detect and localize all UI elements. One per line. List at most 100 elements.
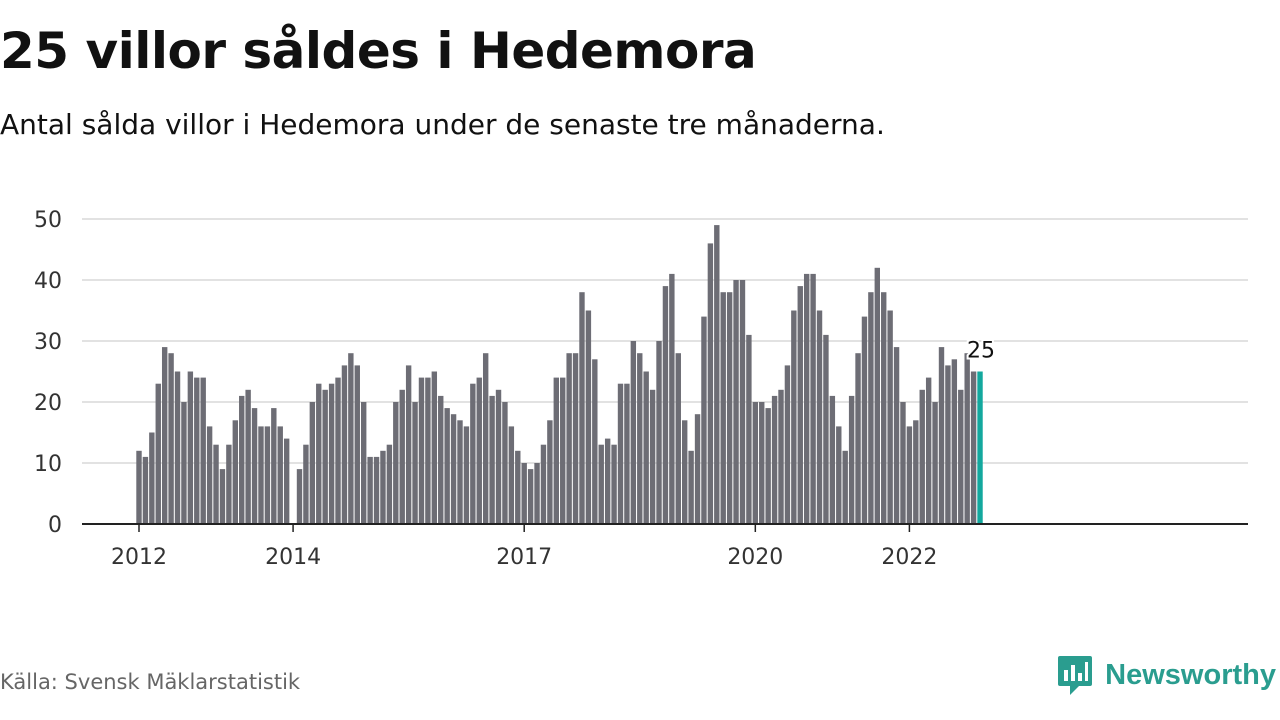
x-tick-label: 2014 xyxy=(265,545,321,570)
bar xyxy=(752,402,759,524)
bar xyxy=(604,438,611,524)
bar xyxy=(181,402,187,524)
bar xyxy=(213,444,219,524)
bar xyxy=(386,444,393,524)
bar xyxy=(617,383,624,524)
bar xyxy=(579,292,585,524)
bar xyxy=(431,371,438,524)
bar xyxy=(592,359,598,524)
bar xyxy=(547,420,553,524)
bar xyxy=(958,389,964,524)
bar xyxy=(380,450,386,524)
bar xyxy=(226,444,232,524)
source-note: Källa: Svensk Mäklarstatistik xyxy=(0,670,301,694)
bar xyxy=(945,365,951,524)
bar xyxy=(489,395,495,524)
bar xyxy=(874,267,880,524)
bar xyxy=(964,353,970,524)
bar xyxy=(733,280,739,524)
bar xyxy=(470,383,476,524)
bar xyxy=(881,292,887,524)
bar xyxy=(707,243,714,524)
bar xyxy=(887,310,893,524)
bar xyxy=(271,408,277,524)
bar xyxy=(495,389,502,524)
bar xyxy=(714,225,720,524)
bar xyxy=(258,426,264,524)
x-tick-label: 2022 xyxy=(881,545,937,570)
bar xyxy=(508,426,515,524)
bar xyxy=(829,395,836,524)
bar xyxy=(527,469,534,524)
bar xyxy=(309,402,316,524)
bar xyxy=(540,444,547,524)
bar xyxy=(149,432,155,524)
bar-latest xyxy=(977,371,983,524)
x-tick-label: 2012 xyxy=(111,545,167,570)
bar xyxy=(136,450,142,524)
bar xyxy=(823,334,829,524)
bar xyxy=(418,377,425,524)
bar xyxy=(482,353,489,524)
bars xyxy=(136,225,983,524)
bar xyxy=(797,286,803,524)
bar xyxy=(861,316,868,524)
bar xyxy=(444,408,450,524)
newsworthy-logo-icon xyxy=(1058,656,1093,695)
brand-name: Newsworthy xyxy=(1105,658,1276,691)
bar xyxy=(746,334,752,524)
bar xyxy=(277,426,283,524)
bar xyxy=(476,377,482,524)
bar xyxy=(694,414,701,524)
bar xyxy=(283,438,290,524)
bar xyxy=(412,402,418,524)
bar xyxy=(842,450,848,524)
bar xyxy=(245,389,251,524)
bar xyxy=(656,341,662,524)
bar xyxy=(855,353,861,524)
bar xyxy=(457,420,463,524)
bar xyxy=(848,395,855,524)
bar xyxy=(232,420,238,524)
bar xyxy=(932,402,938,524)
bar xyxy=(951,359,958,524)
bar xyxy=(463,426,470,524)
bar xyxy=(155,383,161,524)
bar xyxy=(970,371,977,524)
bar xyxy=(161,347,168,524)
bar xyxy=(316,383,322,524)
bar xyxy=(791,310,797,524)
bar xyxy=(662,286,669,524)
bar xyxy=(726,292,733,524)
y-tick-label: 0 xyxy=(48,513,62,538)
x-axis-ticks: 2012 2014 2017 2020 2022 xyxy=(82,523,1248,570)
bar xyxy=(598,444,604,524)
bar xyxy=(913,420,919,524)
bar xyxy=(906,426,913,524)
bar xyxy=(784,365,791,524)
bar xyxy=(194,377,200,524)
bar xyxy=(759,402,765,524)
bar xyxy=(688,450,694,524)
bar xyxy=(219,469,226,524)
latest-value-label: 25 xyxy=(967,339,995,364)
x-tick-label: 2017 xyxy=(496,545,552,570)
y-tick-label: 40 xyxy=(34,269,62,294)
bar xyxy=(810,273,816,524)
bar xyxy=(438,395,444,524)
bar xyxy=(771,395,778,524)
bar xyxy=(367,456,373,524)
bar xyxy=(816,310,823,524)
chart-subtitle: Antal sålda villor i Hedemora under de s… xyxy=(0,108,885,141)
bar xyxy=(836,426,842,524)
y-tick-label: 30 xyxy=(34,330,62,355)
y-tick-label: 50 xyxy=(34,208,62,233)
y-axis-ticks: 0 10 20 30 40 50 xyxy=(34,208,62,538)
bar xyxy=(572,353,579,524)
bar xyxy=(739,280,746,524)
bar xyxy=(701,316,707,524)
bar xyxy=(187,371,194,524)
bar xyxy=(893,347,900,524)
bar xyxy=(450,414,457,524)
bar xyxy=(868,292,874,524)
